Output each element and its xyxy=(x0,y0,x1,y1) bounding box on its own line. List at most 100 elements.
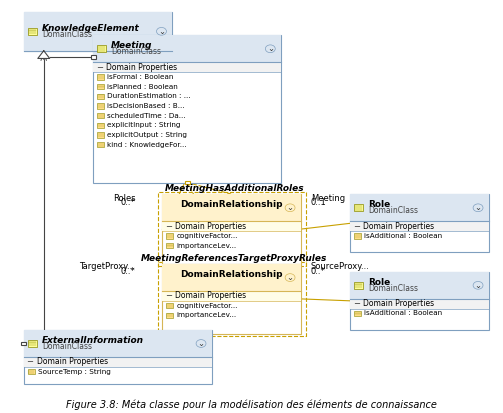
FancyBboxPatch shape xyxy=(355,282,363,289)
FancyBboxPatch shape xyxy=(355,204,363,211)
Text: ⌄: ⌄ xyxy=(287,273,294,282)
Text: Domain Properties: Domain Properties xyxy=(176,222,246,231)
Text: 0..1: 0..1 xyxy=(311,198,326,207)
Text: ⌄: ⌄ xyxy=(198,339,205,348)
FancyBboxPatch shape xyxy=(97,113,104,119)
FancyBboxPatch shape xyxy=(22,342,27,345)
Circle shape xyxy=(473,281,483,289)
FancyBboxPatch shape xyxy=(162,194,301,221)
Text: cognitiveFactor...: cognitiveFactor... xyxy=(177,303,238,309)
FancyBboxPatch shape xyxy=(162,264,301,334)
FancyBboxPatch shape xyxy=(97,94,104,99)
Circle shape xyxy=(285,204,295,211)
Text: −: − xyxy=(165,292,172,301)
Text: DomainClass: DomainClass xyxy=(42,30,92,39)
Text: cognitiveFactor...: cognitiveFactor... xyxy=(177,233,238,239)
FancyBboxPatch shape xyxy=(166,313,174,318)
Text: DomainRelationship: DomainRelationship xyxy=(181,270,283,279)
Text: explicitInput : String: explicitInput : String xyxy=(107,122,181,128)
FancyBboxPatch shape xyxy=(28,28,37,35)
FancyBboxPatch shape xyxy=(97,84,104,89)
Text: DomainClass: DomainClass xyxy=(368,284,418,293)
Text: Figure 3.8: Méta classe pour la modélisation des éléments de connaissance: Figure 3.8: Méta classe pour la modélisa… xyxy=(66,400,437,410)
Text: isAdditional : Boolean: isAdditional : Boolean xyxy=(364,233,443,239)
FancyBboxPatch shape xyxy=(166,233,174,239)
FancyBboxPatch shape xyxy=(24,12,173,51)
Text: DomainClass: DomainClass xyxy=(42,342,92,351)
FancyBboxPatch shape xyxy=(162,264,301,291)
Text: importanceLev...: importanceLev... xyxy=(177,242,236,249)
FancyBboxPatch shape xyxy=(28,369,35,374)
FancyBboxPatch shape xyxy=(93,35,281,62)
FancyBboxPatch shape xyxy=(28,340,37,347)
Text: Domain Properties: Domain Properties xyxy=(106,63,177,72)
Text: Meeting: Meeting xyxy=(311,194,345,202)
Text: −: − xyxy=(165,222,172,231)
Circle shape xyxy=(156,27,166,35)
Text: scheduledTime : Da...: scheduledTime : Da... xyxy=(107,113,186,119)
Text: importanceLev...: importanceLev... xyxy=(177,312,236,318)
FancyBboxPatch shape xyxy=(351,299,489,309)
FancyBboxPatch shape xyxy=(93,62,281,72)
Text: SourceTemp : String: SourceTemp : String xyxy=(38,369,111,375)
Text: DurationEstimation : ...: DurationEstimation : ... xyxy=(107,93,191,99)
Text: Role: Role xyxy=(368,200,390,209)
Circle shape xyxy=(473,204,483,211)
FancyBboxPatch shape xyxy=(166,243,174,248)
FancyBboxPatch shape xyxy=(24,12,173,51)
FancyBboxPatch shape xyxy=(351,272,489,299)
FancyBboxPatch shape xyxy=(97,45,106,52)
Text: Role: Role xyxy=(368,278,390,287)
FancyBboxPatch shape xyxy=(24,330,212,357)
Text: DomainClass: DomainClass xyxy=(111,47,161,56)
Text: −: − xyxy=(96,63,103,72)
Text: SourceProxy...: SourceProxy... xyxy=(311,262,370,271)
FancyBboxPatch shape xyxy=(91,55,96,59)
Text: TargetProxy...: TargetProxy... xyxy=(79,262,135,271)
Circle shape xyxy=(285,274,295,281)
Text: explicitOutput : String: explicitOutput : String xyxy=(107,132,187,138)
Text: ⌄: ⌄ xyxy=(474,203,481,212)
Text: −: − xyxy=(353,299,360,308)
Text: ⌄: ⌄ xyxy=(287,203,294,212)
FancyBboxPatch shape xyxy=(24,357,212,367)
FancyBboxPatch shape xyxy=(97,123,104,128)
FancyBboxPatch shape xyxy=(162,221,301,231)
Text: ⌄: ⌄ xyxy=(474,281,481,290)
Text: 0..*: 0..* xyxy=(311,267,325,276)
FancyBboxPatch shape xyxy=(351,221,489,231)
Polygon shape xyxy=(38,51,50,59)
Text: isFormal : Boolean: isFormal : Boolean xyxy=(107,74,174,80)
FancyBboxPatch shape xyxy=(162,291,301,301)
Text: Domain Properties: Domain Properties xyxy=(37,357,108,366)
Circle shape xyxy=(196,339,206,347)
FancyBboxPatch shape xyxy=(355,311,361,316)
Text: ⌄: ⌄ xyxy=(267,44,274,53)
FancyBboxPatch shape xyxy=(97,142,104,147)
FancyBboxPatch shape xyxy=(355,233,361,239)
FancyBboxPatch shape xyxy=(97,103,104,109)
Text: isDecisionBased : B...: isDecisionBased : B... xyxy=(107,103,185,109)
FancyBboxPatch shape xyxy=(185,180,190,185)
Circle shape xyxy=(266,45,275,52)
Text: ExternalInformation: ExternalInformation xyxy=(42,336,144,345)
Text: Domain Properties: Domain Properties xyxy=(363,299,435,308)
Text: −: − xyxy=(353,222,360,231)
FancyBboxPatch shape xyxy=(351,194,489,252)
Text: isPlanned : Boolean: isPlanned : Boolean xyxy=(107,83,178,90)
Text: Domain Properties: Domain Properties xyxy=(176,292,246,301)
Text: MeetingHasAdditionalRoles: MeetingHasAdditionalRoles xyxy=(164,184,304,193)
FancyBboxPatch shape xyxy=(97,74,104,80)
Text: 0..*: 0..* xyxy=(121,267,135,276)
Text: kind : KnowledgeFor...: kind : KnowledgeFor... xyxy=(107,142,187,148)
Text: −: − xyxy=(26,357,33,366)
FancyBboxPatch shape xyxy=(97,132,104,138)
Text: ⌄: ⌄ xyxy=(158,27,165,36)
Text: DomainRelationship: DomainRelationship xyxy=(181,200,283,209)
Text: KnowledgeElement: KnowledgeElement xyxy=(42,24,139,33)
Text: Meeting: Meeting xyxy=(111,41,152,50)
FancyBboxPatch shape xyxy=(351,272,489,330)
FancyBboxPatch shape xyxy=(166,303,174,309)
FancyBboxPatch shape xyxy=(162,194,301,264)
FancyBboxPatch shape xyxy=(24,330,212,384)
